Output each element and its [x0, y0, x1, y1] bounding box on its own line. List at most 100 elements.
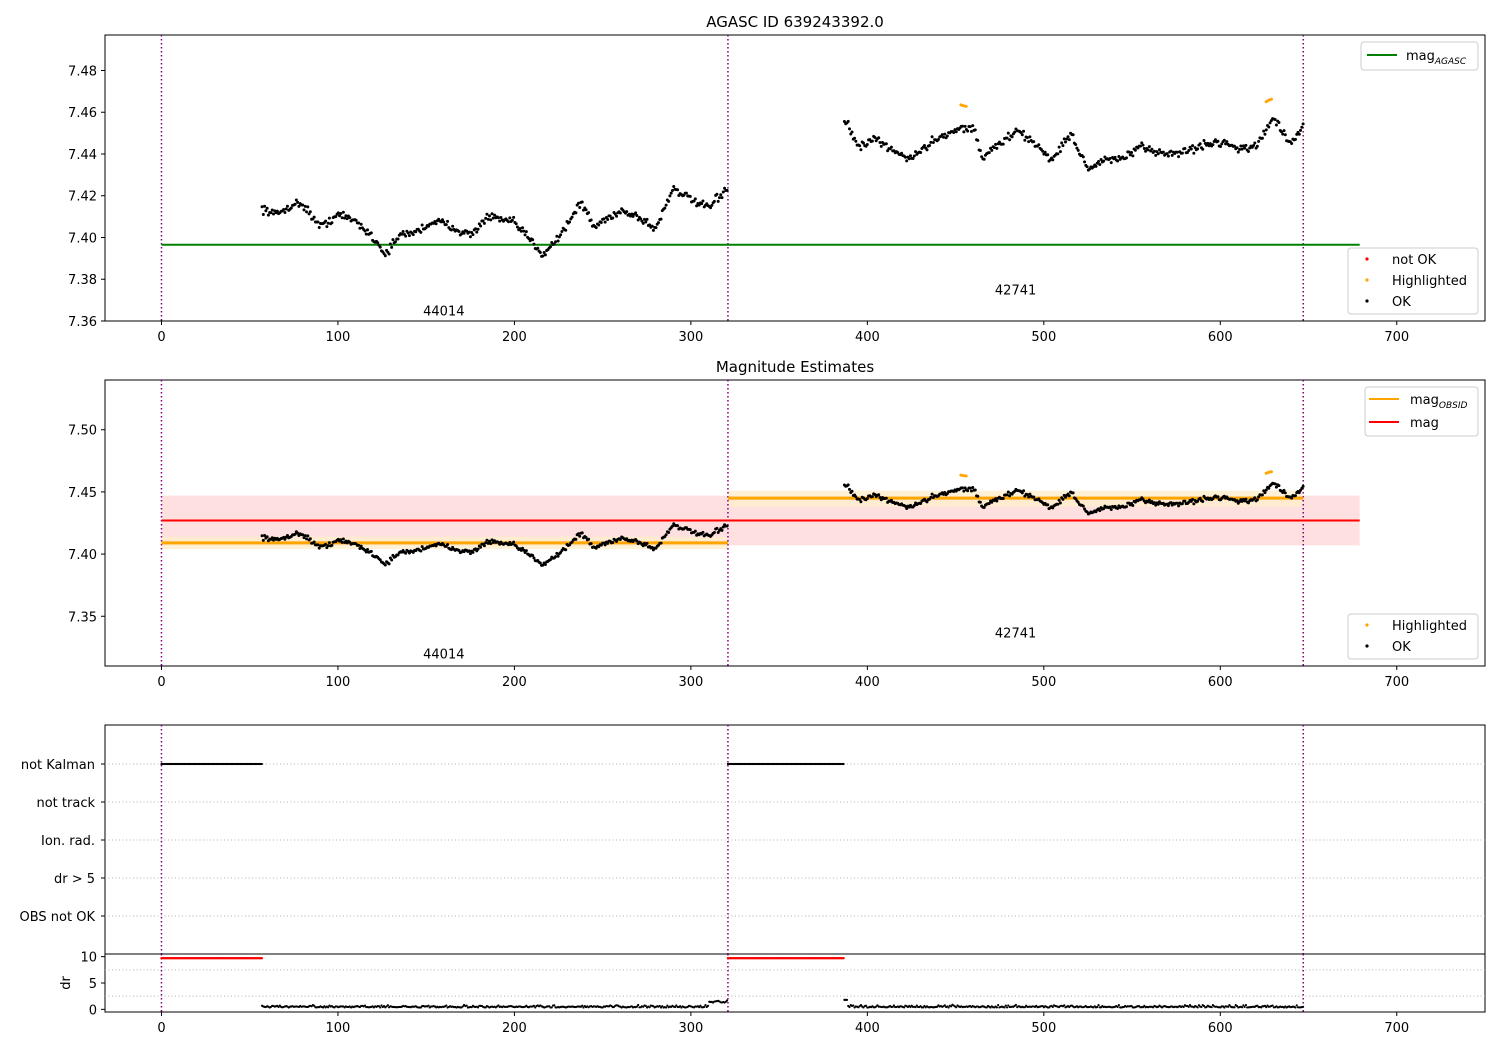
ok-point — [641, 221, 645, 225]
top-xtick-label: 0 — [157, 330, 165, 345]
ok-point — [555, 234, 559, 238]
ok-point — [1109, 161, 1113, 165]
ok-point — [363, 229, 367, 233]
ok-point — [508, 216, 512, 220]
dr-point — [864, 1004, 868, 1007]
ok-point — [1169, 501, 1173, 505]
ok-point — [644, 220, 648, 224]
ok-point — [564, 228, 568, 232]
ok-point — [498, 219, 502, 223]
ok-point — [1166, 504, 1170, 508]
ok-point — [1081, 504, 1085, 508]
ok-point — [543, 562, 547, 566]
ok-point — [424, 226, 428, 230]
top-xtick-label: 400 — [855, 330, 880, 345]
middle-ytick-label: 7.50 — [68, 424, 97, 439]
dr-point — [1117, 1004, 1120, 1007]
ok-point — [538, 561, 542, 565]
dr-point — [1003, 1006, 1006, 1009]
ok-point — [919, 151, 923, 155]
ok-point — [269, 211, 273, 215]
ok-point — [484, 541, 488, 545]
ok-point — [971, 485, 975, 489]
ok-point — [969, 489, 973, 493]
dr-point — [445, 1004, 448, 1007]
dr-xtick-label: 400 — [855, 1021, 880, 1036]
ok-point — [850, 130, 854, 134]
top-ytick-label: 7.44 — [68, 148, 97, 163]
ok-point — [1293, 494, 1297, 498]
ok-point — [1023, 138, 1027, 142]
ok-point — [650, 224, 654, 228]
ok-point — [1025, 136, 1029, 140]
ok-point — [261, 538, 265, 542]
ok-point — [536, 246, 540, 250]
ok-point — [1246, 150, 1250, 154]
top-ytick-label: 7.42 — [68, 190, 97, 205]
ok-point — [648, 223, 652, 227]
ok-point — [260, 534, 264, 538]
ok-point — [354, 218, 358, 222]
ok-point — [366, 228, 370, 232]
ok-point — [482, 544, 486, 548]
ok-point — [446, 542, 450, 546]
middle-legend-lines: magOBSID mag — [1364, 386, 1479, 437]
dr-point — [943, 1004, 946, 1007]
dr-xtick-label: 100 — [326, 1021, 351, 1036]
ok-point — [594, 226, 598, 230]
dr-point — [1014, 1003, 1018, 1007]
ok-point — [420, 223, 424, 227]
ok-point — [340, 216, 344, 220]
ok-point — [532, 556, 536, 560]
ok-point — [1220, 142, 1224, 146]
ok-point — [1235, 146, 1239, 150]
ok-point — [994, 497, 998, 501]
ok-point — [995, 499, 999, 503]
dr-point — [648, 1006, 651, 1009]
ok-point — [1241, 144, 1245, 148]
ok-point — [393, 240, 397, 244]
ok-point — [873, 135, 877, 139]
ok-point — [476, 227, 480, 231]
ok-point — [487, 539, 491, 543]
ok-point — [475, 230, 479, 234]
ok-point — [1297, 132, 1301, 136]
ok-point — [1273, 482, 1277, 486]
ok-point — [479, 545, 483, 549]
ok-point — [1010, 135, 1014, 139]
ok-point — [973, 488, 977, 492]
ok-point — [716, 531, 720, 535]
ok-point — [340, 540, 344, 544]
ok-point — [491, 216, 495, 220]
ok-point — [326, 221, 330, 225]
ok-point — [1150, 147, 1154, 151]
not-kalman-point — [842, 762, 845, 766]
ok-point — [1244, 143, 1248, 147]
ok-point — [911, 157, 915, 161]
middle-xtick-label: 0 — [157, 675, 165, 690]
top-legend-agasc-label: magAGASC — [1406, 49, 1467, 67]
ok-point — [451, 224, 455, 228]
ok-point — [1290, 142, 1294, 146]
dr-point — [1097, 1004, 1100, 1007]
ok-point — [1243, 146, 1247, 150]
ok-point — [1085, 165, 1089, 169]
middle-xtick-label: 100 — [326, 675, 351, 690]
ok-point — [1211, 143, 1215, 147]
ok-point — [521, 226, 525, 230]
ok-point — [471, 550, 475, 554]
ok-point — [327, 216, 331, 220]
top-ytick-label: 7.36 — [68, 315, 97, 330]
ok-point — [1094, 164, 1098, 168]
top-legend-lines: magAGASC — [1360, 41, 1479, 71]
ok-point — [936, 137, 940, 141]
ok-point — [940, 133, 944, 137]
ok-point — [672, 184, 676, 188]
ok-point — [995, 146, 999, 150]
ok-point — [390, 245, 394, 249]
ok-point — [943, 132, 947, 136]
dr-point — [386, 1004, 389, 1007]
ok-point — [317, 546, 321, 550]
ok-point — [487, 214, 491, 218]
ok-point — [433, 219, 437, 223]
